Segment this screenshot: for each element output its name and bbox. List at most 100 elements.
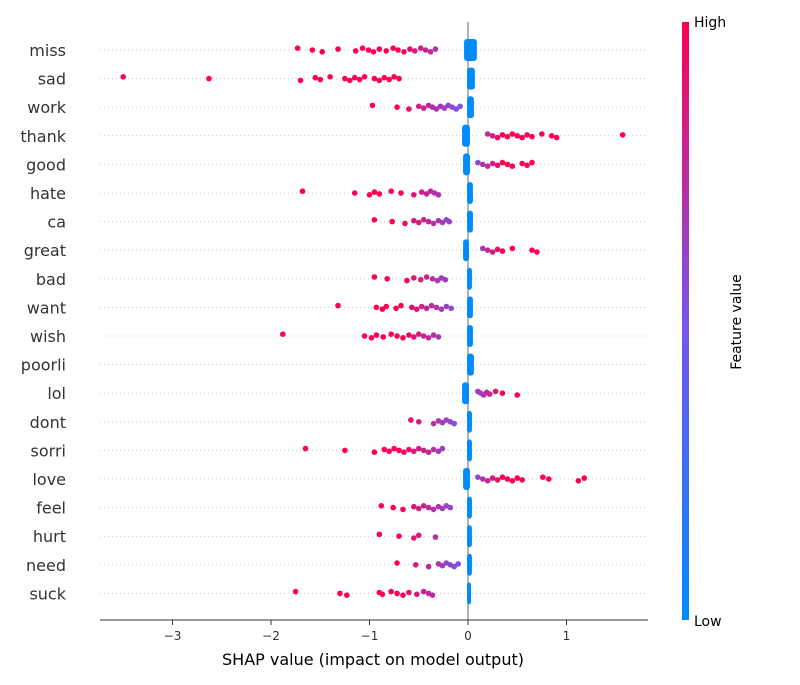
feature-label: suck bbox=[29, 584, 66, 603]
shap-point bbox=[420, 447, 427, 454]
shap-point bbox=[415, 532, 422, 539]
shap-point bbox=[319, 49, 326, 55]
shap-point bbox=[417, 276, 424, 283]
shap-point bbox=[401, 49, 407, 55]
feature-label: ca bbox=[47, 213, 66, 232]
shap-point bbox=[351, 190, 358, 196]
shap-point bbox=[519, 160, 525, 167]
shap-point bbox=[407, 46, 413, 52]
shap-point bbox=[406, 446, 412, 453]
shap-point bbox=[504, 161, 511, 168]
shap-point bbox=[406, 106, 412, 112]
colorbar bbox=[682, 22, 689, 620]
x-axis-title: SHAP value (impact on model output) bbox=[222, 650, 524, 669]
shap-point bbox=[411, 192, 417, 198]
shap-point bbox=[388, 588, 394, 595]
feature-label: sad bbox=[38, 70, 66, 89]
shap-point bbox=[420, 105, 427, 111]
shap-point bbox=[435, 448, 442, 455]
shap-point bbox=[428, 302, 435, 309]
shap-point bbox=[309, 47, 316, 53]
shap-point bbox=[398, 190, 404, 196]
shap-point bbox=[352, 48, 359, 54]
shap-point bbox=[411, 503, 417, 510]
feature-label: wish bbox=[30, 327, 66, 346]
zero-cluster-dots bbox=[467, 96, 474, 119]
zero-cluster-dots bbox=[467, 325, 473, 347]
shap-point bbox=[406, 589, 412, 596]
shap-point bbox=[394, 104, 400, 110]
shap-point bbox=[396, 447, 402, 454]
shap-point bbox=[509, 478, 516, 484]
shap-point bbox=[120, 74, 127, 80]
x-axis-ticks: −3 −2 −1 0 1 bbox=[164, 620, 571, 643]
shap-point bbox=[446, 218, 453, 225]
shap-point bbox=[524, 162, 530, 169]
shap-point bbox=[479, 476, 486, 482]
shap-point bbox=[504, 476, 511, 482]
zero-cluster-dots bbox=[462, 382, 469, 405]
shap-point bbox=[415, 331, 422, 338]
shap-point bbox=[545, 476, 552, 482]
zero-cluster-dots bbox=[467, 525, 472, 548]
shap-point bbox=[499, 248, 506, 254]
zero-cluster-dots bbox=[467, 267, 472, 290]
shap-point bbox=[351, 74, 358, 81]
shap-point bbox=[534, 249, 540, 255]
feature-label: love bbox=[32, 470, 66, 489]
shap-point bbox=[529, 133, 535, 140]
feature-label: great bbox=[24, 241, 66, 260]
shap-point bbox=[519, 134, 525, 141]
shap-point bbox=[342, 75, 348, 82]
shap-point bbox=[435, 192, 442, 198]
shap-point bbox=[499, 159, 506, 166]
shap-point bbox=[413, 591, 420, 598]
shap-point bbox=[494, 246, 501, 253]
shap-point bbox=[347, 77, 353, 84]
shap-point bbox=[439, 562, 446, 569]
shap-point bbox=[499, 474, 506, 481]
shap-point bbox=[553, 134, 560, 141]
feature-label: thank bbox=[20, 127, 66, 146]
x-tick-label: 1 bbox=[563, 629, 571, 643]
shap-point bbox=[420, 333, 427, 339]
feature-label: lol bbox=[47, 384, 66, 403]
shap-point bbox=[391, 445, 397, 452]
shap-point bbox=[438, 306, 445, 313]
shap-point bbox=[425, 335, 432, 341]
shap-point bbox=[425, 218, 432, 225]
shap-point bbox=[494, 162, 501, 169]
zero-cluster-dots bbox=[467, 67, 475, 90]
shap-point bbox=[384, 276, 391, 282]
shap-point bbox=[430, 220, 437, 227]
shap-point bbox=[499, 132, 506, 138]
zero-cluster-dots bbox=[462, 124, 470, 147]
shap-dots bbox=[120, 39, 626, 605]
zero-cluster-dots bbox=[467, 582, 472, 605]
shap-point bbox=[400, 335, 406, 341]
shap-point bbox=[361, 333, 368, 339]
shap-point bbox=[400, 592, 406, 598]
shap-point bbox=[475, 159, 481, 166]
shap-point bbox=[389, 218, 395, 225]
shap-point bbox=[475, 474, 481, 481]
shap-point bbox=[380, 334, 387, 340]
shap-point bbox=[404, 277, 410, 284]
shap-point bbox=[434, 277, 441, 284]
shap-point bbox=[430, 420, 437, 427]
shap-point bbox=[396, 75, 402, 82]
shap-point bbox=[509, 131, 516, 137]
shap-point bbox=[394, 333, 400, 339]
shap-point bbox=[430, 506, 437, 513]
shap-point bbox=[484, 247, 491, 253]
shap-point bbox=[484, 163, 491, 169]
shap-point bbox=[418, 189, 425, 195]
feature-label: feel bbox=[36, 499, 66, 518]
zero-cluster-dots bbox=[467, 553, 472, 576]
shap-point bbox=[386, 76, 393, 83]
shap-point bbox=[423, 274, 430, 280]
shap-point bbox=[539, 131, 545, 137]
shap-point bbox=[575, 478, 582, 484]
shap-point bbox=[390, 504, 396, 511]
shap-point bbox=[415, 505, 422, 512]
